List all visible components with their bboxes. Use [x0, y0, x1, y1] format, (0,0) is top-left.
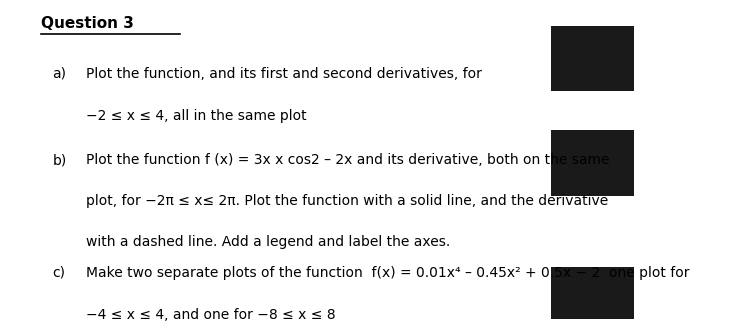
Text: Question 3: Question 3 [41, 16, 134, 31]
Text: plot, for −2π ≤ x≤ 2π. Plot the function with a solid line, and the derivative: plot, for −2π ≤ x≤ 2π. Plot the function… [86, 194, 608, 208]
Text: Plot the function f (x) = 3x x cos2 – 2x and its derivative, both on the same: Plot the function f (x) = 3x x cos2 – 2x… [86, 153, 610, 167]
Bar [551, 130, 634, 196]
Text: a): a) [53, 67, 67, 81]
Text: c): c) [53, 266, 65, 280]
Text: −2 ≤ x ≤ 4, all in the same plot: −2 ≤ x ≤ 4, all in the same plot [86, 109, 307, 123]
Text: with a dashed line. Add a legend and label the axes.: with a dashed line. Add a legend and lab… [86, 235, 451, 249]
Text: b): b) [53, 153, 67, 167]
Bar [551, 267, 634, 319]
Text: Plot the function, and its first and second derivatives, for: Plot the function, and its first and sec… [86, 67, 482, 81]
Text: −4 ≤ x ≤ 4, and one for −8 ≤ x ≤ 8: −4 ≤ x ≤ 4, and one for −8 ≤ x ≤ 8 [86, 308, 336, 322]
Text: Make two separate plots of the function  f(x) = 0.01x⁴ – 0.45x² + 0.5x − 2  one : Make two separate plots of the function … [86, 266, 690, 280]
Bar [551, 26, 634, 91]
